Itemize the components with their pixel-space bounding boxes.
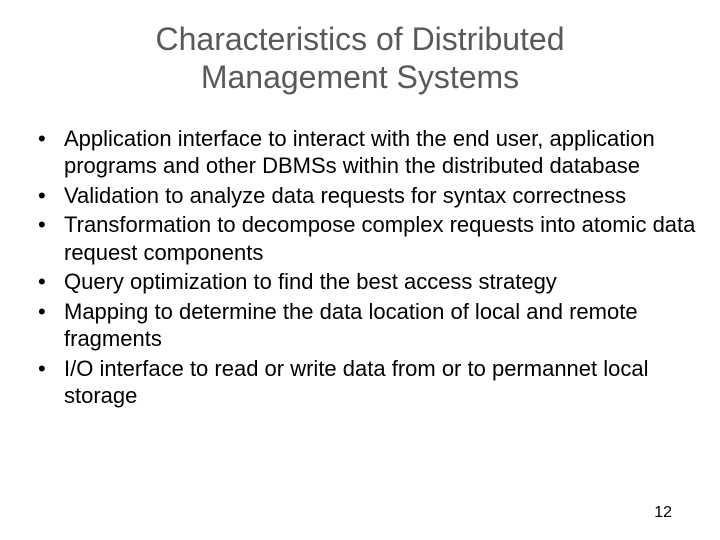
bullet-item: Validation to analyze data requests for …: [38, 182, 700, 210]
page-number: 12: [654, 504, 672, 522]
bullet-item: Mapping to determine the data location o…: [38, 298, 700, 353]
slide-title: Characteristics of Distributed Managemen…: [20, 20, 700, 97]
bullet-item: Application interface to interact with t…: [38, 125, 700, 180]
bullet-list: Application interface to interact with t…: [20, 125, 700, 410]
bullet-item: I/O interface to read or write data from…: [38, 355, 700, 410]
bullet-item: Query optimization to find the best acce…: [38, 268, 700, 296]
bullet-item: Transformation to decompose complex requ…: [38, 211, 700, 266]
slide-container: Characteristics of Distributed Managemen…: [0, 0, 720, 540]
